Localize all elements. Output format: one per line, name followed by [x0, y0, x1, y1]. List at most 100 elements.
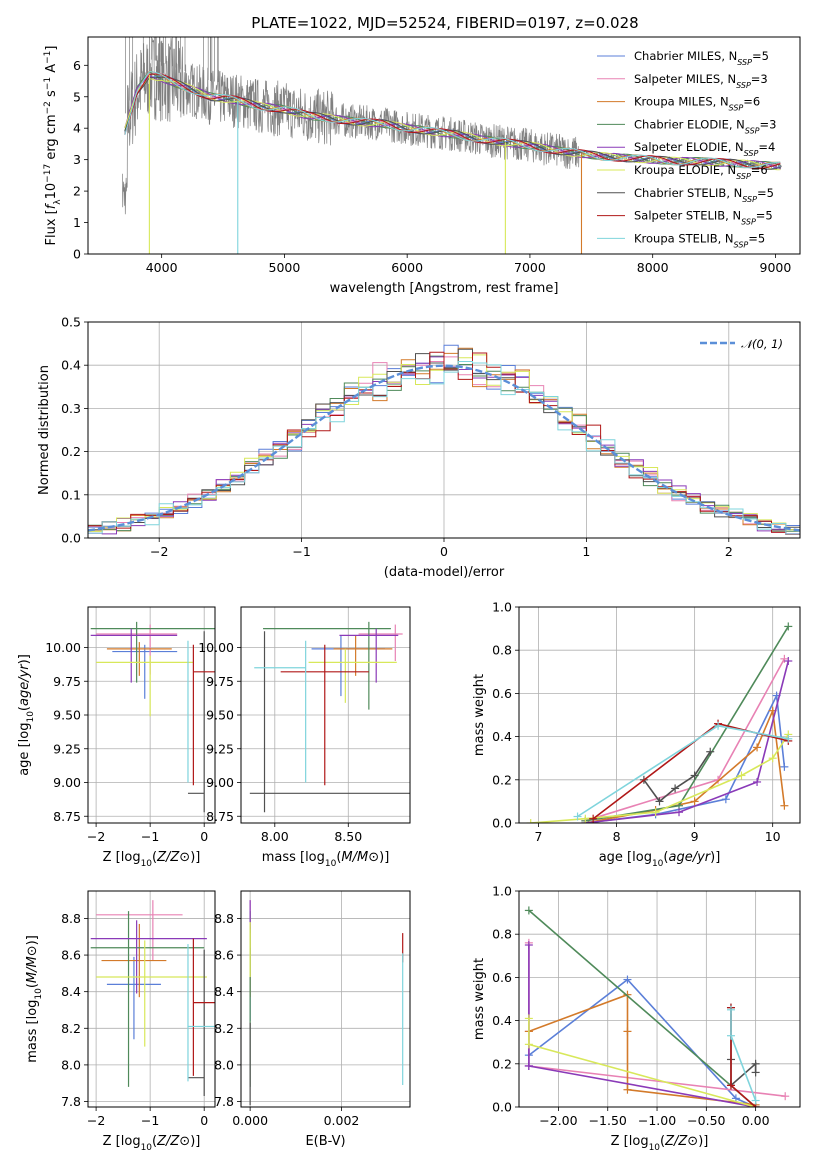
x-tick-label: 8.50: [334, 829, 362, 844]
errorbar-point: [187, 944, 215, 1082]
legend-item: Chabrier ELODIE, NSSP=3: [597, 117, 776, 135]
axis-ticks: −2 −1 0 7.8 8.0 8.2 8.4 8.6 8.8: [61, 911, 208, 1128]
data-marker: [671, 784, 680, 793]
y-tick-label: 0.0: [61, 531, 81, 546]
errorbar-point: [90, 621, 215, 683]
y-tick-label: 0.8: [492, 643, 512, 658]
y-axis-label: mass [log10(M/M⊙)]: [25, 935, 44, 1063]
data-marker: [780, 762, 789, 771]
data-marker: [651, 808, 660, 817]
grid-lines: [241, 607, 410, 823]
data-marker: [524, 1061, 533, 1070]
data-marker: [573, 812, 582, 821]
mass-weight-line: [585, 707, 786, 823]
legend-item: Chabrier MILES, NSSP=5: [597, 49, 769, 67]
histogram-kroupa-stelib: [88, 361, 800, 535]
y-tick-label: 8.8: [61, 911, 81, 926]
data-marker: [751, 1059, 760, 1068]
y-tick-label: 1.0: [492, 884, 512, 899]
axis-ticks: −2.00 −1.50 −1.00 −0.50 0.00 0.0 0.2 0.4 0.6 0.8 1…: [492, 884, 769, 1129]
legend-item: Salpeter ELODIE, NSSP=4: [597, 140, 775, 158]
x-axis-label: mass [log10(M/M⊙)]: [262, 850, 390, 869]
x-tick-label: 0.00: [742, 1113, 770, 1128]
data-marker: [706, 747, 715, 756]
data-marker: [784, 734, 793, 743]
y-tick-label: 1.0: [492, 600, 512, 615]
x-tick-label: 0: [200, 829, 208, 844]
errorbar-point: [254, 640, 307, 783]
grid-lines: [519, 606, 800, 824]
y-tick-label: 9.50: [206, 708, 234, 723]
data-marker: [768, 754, 777, 763]
mass-weight-line: [592, 722, 789, 820]
errorbar-point: [192, 938, 215, 1076]
panel-spectrum: 4000 5000 6000 7000 8000 9000 0 1 2 3 4 5 6 wavelengt…: [43, 36, 801, 296]
y-tick-label: 8.2: [61, 1021, 81, 1036]
model-spectrum-kroupa-elodie: [124, 77, 781, 171]
data-marker: [784, 622, 793, 631]
axes-frame: [518, 890, 801, 1108]
grid-lines: [241, 891, 410, 1107]
axes-frame: [87, 606, 216, 824]
x-tick-label: 5000: [269, 260, 301, 275]
data-marker: [721, 795, 730, 804]
plot-area: [90, 900, 215, 1097]
errorbar-point: [96, 900, 183, 961]
y-tick-label: 0.0: [492, 1100, 512, 1115]
y-tick-label: 3: [73, 152, 81, 167]
observed-spectrum: [122, 37, 782, 215]
y-tick-label: 0.4: [61, 358, 81, 373]
mass-weight-line: [585, 660, 790, 823]
x-tick-label: 7000: [514, 260, 546, 275]
legend-label: Chabrier MILES, NSSP=5: [634, 49, 769, 67]
x-tick-label: −2: [87, 1113, 105, 1128]
y-tick-label: 9.25: [53, 741, 81, 756]
y-tick-label: 10.00: [45, 640, 81, 655]
y-tick-label: 5: [73, 89, 81, 104]
x-axis-label: E(B-V): [305, 1134, 345, 1149]
y-tick-label: 10.00: [198, 640, 234, 655]
mass-weight-line: [730, 1009, 757, 1101]
plot-area: [122, 37, 782, 254]
data-marker: [780, 654, 789, 663]
grid-lines: [519, 890, 800, 1108]
panel-mass-vs-Z: −2 −1 0 7.8 8.0 8.2 8.4 8.6 8.8 Z [log10(Z/Z⊙)] ma…: [25, 890, 216, 1153]
data-marker: [714, 721, 723, 730]
errorbar-point: [90, 911, 205, 1087]
y-tick-label: 0.2: [61, 444, 81, 459]
axes-frame: [87, 321, 801, 539]
y-tick-label: 8.6: [214, 948, 234, 963]
axes-frame: [87, 890, 216, 1108]
errorbar-point: [112, 644, 178, 699]
y-tick-label: 0.2: [492, 1056, 512, 1071]
legend-label: Kroupa STELIB, NSSP=5: [634, 231, 765, 249]
mass-weight-line: [528, 909, 757, 1107]
y-tick-label: 2: [73, 184, 81, 199]
x-tick-label: −1: [292, 544, 310, 559]
figure-title: PLATE=1022, MJD=52524, FIBERID=0197, z=0…: [251, 14, 638, 32]
x-axis-label: Z [log10(Z/Z⊙)]: [611, 1134, 709, 1153]
y-tick-label: 4: [73, 121, 81, 136]
errorbar-point: [358, 624, 403, 661]
axes-frame: [240, 890, 411, 1108]
x-tick-label: −2.00: [539, 1113, 577, 1128]
x-tick-label: 9: [691, 829, 699, 844]
plot-area: [88, 344, 800, 538]
errorbar-point: [187, 631, 205, 813]
y-tick-label: 0.0: [492, 816, 512, 831]
y-tick-label: 0.6: [492, 970, 512, 985]
x-tick-label: 6000: [391, 260, 423, 275]
panel-residuals: −2 −1 0 1 2 0.0 0.1 0.2 0.3 0.4 0.5 (data-model)/er…: [37, 315, 801, 580]
y-tick-label: 0: [73, 247, 81, 262]
grid-lines: [88, 891, 215, 1107]
y-tick-label: 8.4: [214, 984, 234, 999]
legend-item: Kroupa MILES, NSSP=6: [597, 95, 760, 112]
errorbar-point: [308, 648, 397, 703]
y-axis-label: age [log10(age/yr)]: [17, 654, 36, 776]
x-tick-label: 1: [582, 544, 590, 559]
x-tick-label: 8: [613, 829, 621, 844]
y-tick-label: 8.0: [61, 1057, 81, 1072]
data-marker: [781, 1092, 790, 1101]
x-tick-label: 0: [200, 1113, 208, 1128]
